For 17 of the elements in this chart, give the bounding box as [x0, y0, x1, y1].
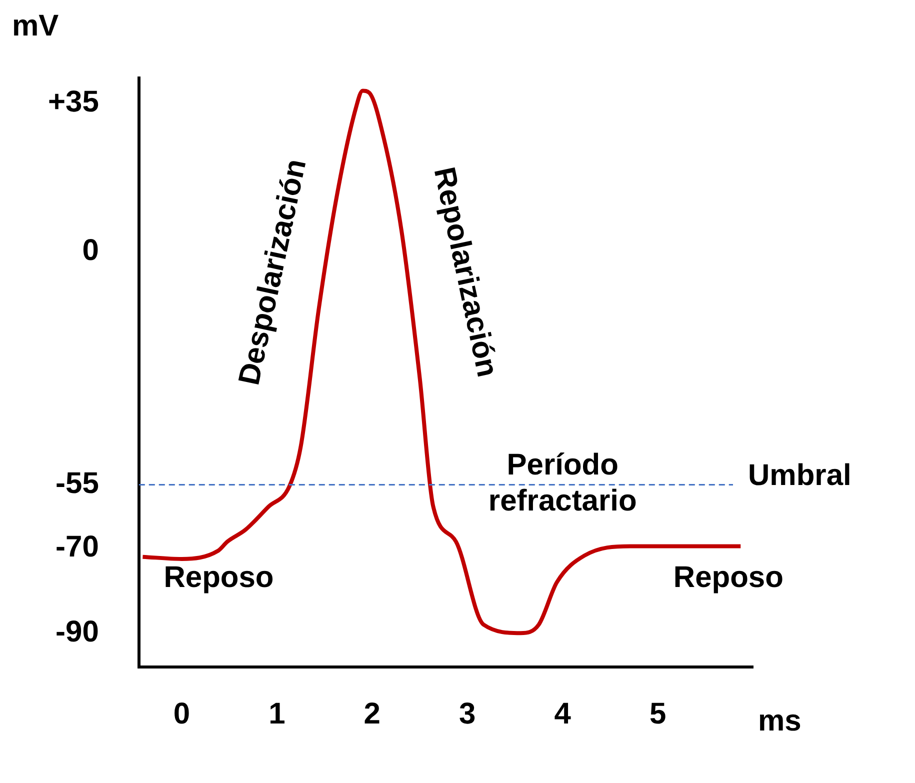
annotation: Reposo — [164, 560, 274, 594]
y-tick-label: +35 — [48, 86, 99, 119]
y-tick-label: -90 — [56, 615, 99, 648]
x-tick-label: 3 — [459, 697, 476, 730]
x-axis-title: ms — [758, 704, 802, 738]
x-tick-label: 0 — [173, 697, 190, 730]
x-tick-label: 1 — [268, 697, 286, 730]
x-tick-label: 5 — [649, 697, 666, 730]
y-tick-label: -55 — [56, 467, 99, 500]
y-axis-title: mV — [12, 9, 59, 42]
annotation: Período refractario — [488, 448, 637, 518]
y-tick-label: -70 — [56, 530, 99, 564]
ref-line-label: Umbral — [748, 459, 852, 492]
x-tick-label: 2 — [364, 697, 380, 730]
y-tick-label: 0 — [82, 234, 99, 267]
x-tick-label: 4 — [554, 697, 572, 730]
annotation: Reposo — [673, 560, 784, 594]
